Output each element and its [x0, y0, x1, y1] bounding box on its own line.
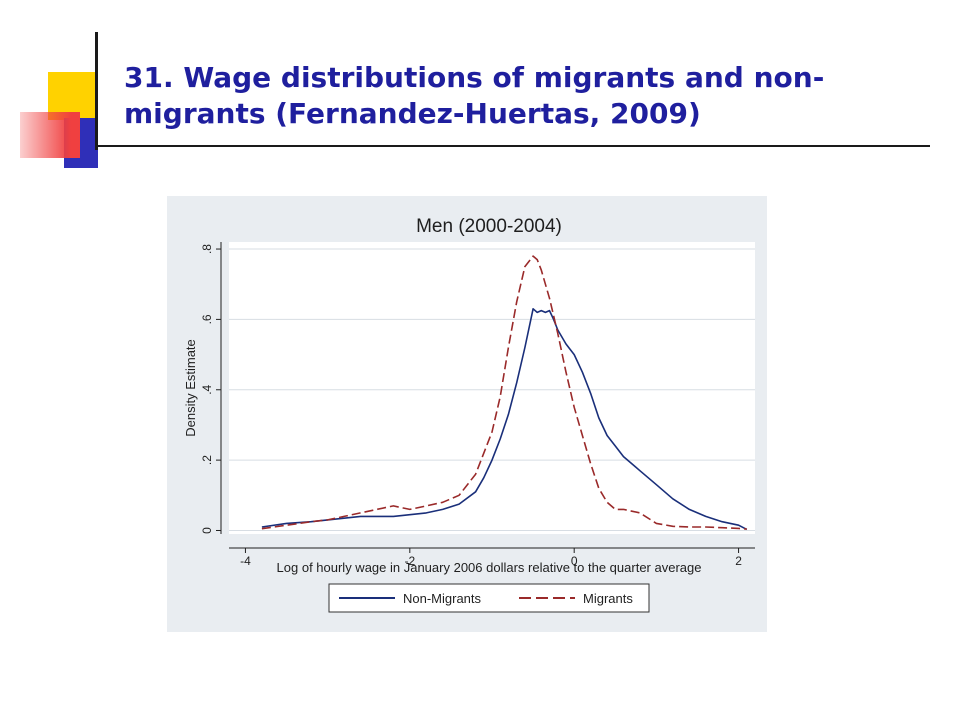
- deco-red-block: [20, 112, 80, 158]
- series-line-non-migrants: [261, 308, 748, 531]
- y-tick-label: 0: [200, 527, 214, 534]
- chart-title: Men (2000-2004): [416, 216, 562, 237]
- density-chart: 0 .2 .4 .6 .8 -4 -2 0 2 Men (2000-2004) Log of h…: [183, 216, 755, 613]
- legend-label-non-migrants: Non-Migrants: [403, 591, 482, 606]
- chart-panel: 0 .2 .4 .6 .8 -4 -2 0 2 Men (2000-2004) Log of h…: [167, 196, 767, 632]
- legend-label-migrants: Migrants: [583, 591, 633, 606]
- x-tick-label: 0: [571, 554, 578, 568]
- series-line-migrants: [261, 255, 747, 530]
- x-tick-label: -4: [240, 554, 251, 568]
- x-axis-label: Log of hourly wage in January 2006 dolla…: [277, 560, 702, 575]
- x-tick-label: 2: [735, 554, 742, 568]
- x-tick-label: -2: [404, 554, 415, 568]
- deco-horizontal-line: [96, 145, 930, 147]
- y-tick-label: .6: [200, 314, 214, 324]
- slide-title: 31. Wage distributions of migrants and n…: [124, 61, 825, 130]
- y-tick-label: .8: [200, 244, 214, 254]
- y-axis-label: Density Estimate: [183, 339, 198, 437]
- y-tick-label: .4: [200, 384, 214, 394]
- deco-vertical-line: [95, 32, 98, 150]
- legend: Non-Migrants Migrants: [328, 583, 650, 613]
- y-tick-label: .2: [200, 455, 214, 465]
- plot-area: [229, 242, 755, 534]
